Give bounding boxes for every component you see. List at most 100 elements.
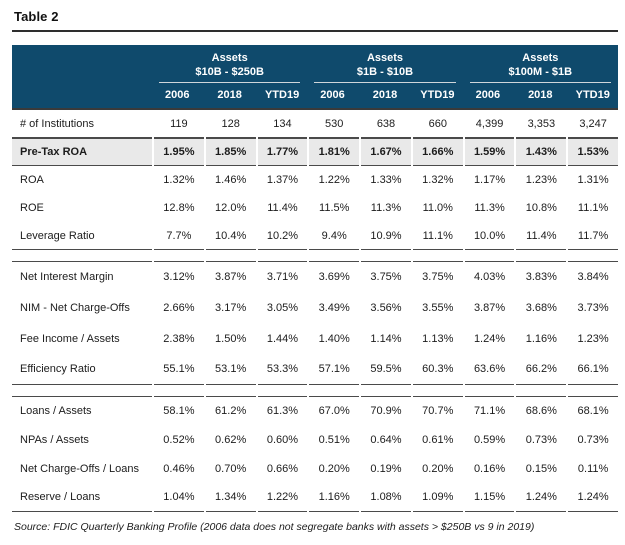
table-section-2: Net Interest Margin 3.12% 3.87% 3.71% 3.69% 3… — [12, 261, 618, 385]
table-row: Net Interest Margin 3.12% 3.87% 3.71% 3.69% 3… — [12, 261, 618, 292]
value-cell: 1.44% — [266, 332, 299, 345]
column-group-range: $100M - $1B — [508, 66, 573, 78]
value-cell: 11.1% — [577, 202, 609, 214]
value-cell: 11.0% — [422, 202, 453, 214]
value-cell: 0.59% — [473, 433, 506, 446]
value-cell: 61.2% — [205, 396, 256, 425]
value-cell: 3.87% — [473, 301, 506, 314]
value-cell: 7.7% — [154, 222, 204, 250]
value-cell: 3.69% — [309, 261, 360, 292]
column-group-3: Assets $100M - $1B 2006 2018 YTD19 — [463, 45, 618, 108]
value-cell: 11.3% — [474, 202, 505, 214]
year-headers: 2006 2018 YTD19 — [307, 83, 462, 101]
value-cell: 1.16% — [525, 332, 557, 345]
value-cell: 3.75% — [361, 261, 411, 292]
column-group-underline — [159, 82, 301, 83]
value-cell: 66.1% — [568, 354, 618, 385]
column-group-1: Assets $10B - $250B 2006 2018 YTD19 — [152, 45, 307, 108]
value-cell: 1.67% — [361, 138, 411, 166]
row-label: Leverage Ratio — [12, 222, 152, 250]
value-cell: 1.66% — [412, 138, 463, 166]
value-cell: 1.22% — [257, 483, 308, 512]
value-cell: 3.56% — [370, 301, 402, 314]
value-cell: 0.62% — [215, 433, 247, 446]
value-cell: 3.73% — [577, 301, 609, 314]
value-cell: 60.3% — [412, 354, 463, 385]
table-title: Table 2 — [14, 9, 59, 24]
value-cell: 1.32% — [422, 174, 454, 186]
value-cell: 0.51% — [318, 433, 350, 446]
value-cell: 58.1% — [154, 396, 204, 425]
value-cell: 0.15% — [525, 462, 557, 475]
value-cell: 63.6% — [464, 354, 515, 385]
table-row: ROE 12.8% 12.0% 11.4% 11.5% 11.3% 11.0% 11.3% 10… — [12, 194, 618, 222]
value-cell: 128 — [205, 110, 256, 138]
table-row: Net Charge-Offs / Loans 0.46% 0.70% 0.66% 0.… — [12, 454, 618, 483]
value-cell: 0.64% — [370, 433, 402, 446]
table-row: ROA 1.32% 1.46% 1.37% 1.22% 1.33% 1.32% 1.17% 1.… — [12, 166, 618, 194]
value-cell: 1.40% — [318, 332, 350, 345]
value-cell: 57.1% — [309, 354, 360, 385]
value-cell: 10.2% — [257, 222, 308, 250]
value-cell: 3.84% — [568, 261, 618, 292]
column-group-title: Assets — [211, 52, 248, 64]
value-cell: 0.19% — [370, 462, 402, 475]
table-body: # of Institutions 119 128 134 530 638 660 4,399… — [12, 110, 618, 512]
value-cell: 10.0% — [464, 222, 515, 250]
value-cell: 3.05% — [266, 301, 299, 314]
value-cell: 3,353 — [516, 110, 567, 138]
value-cell: 1.32% — [163, 174, 195, 186]
table-row: Pre-Tax ROA 1.95% 1.85% 1.77% 1.81% 1.67% 1.66… — [12, 138, 618, 166]
value-cell: 53.1% — [205, 354, 256, 385]
year-header: YTD19 — [420, 89, 455, 101]
value-cell: 638 — [361, 110, 411, 138]
value-cell: 0.11% — [577, 462, 609, 475]
value-cell: 0.20% — [318, 462, 350, 475]
value-cell: 0.73% — [577, 433, 609, 446]
value-cell: 53.3% — [257, 354, 308, 385]
table-row: NIM - Net Charge-Offs 2.66% 3.17% 3.05% 3.49… — [12, 292, 618, 323]
value-cell: 0.20% — [422, 462, 454, 475]
value-cell: 71.1% — [464, 396, 515, 425]
value-cell: 11.4% — [267, 202, 298, 214]
value-cell: 11.3% — [370, 202, 402, 214]
table-row: Fee Income / Assets 2.38% 1.50% 1.44% 1.40% 1… — [12, 323, 618, 354]
value-cell: 1.34% — [205, 483, 256, 512]
table-row: Loans / Assets 58.1% 61.2% 61.3% 67.0% 70.9% 7… — [12, 396, 618, 425]
value-cell: 1.16% — [309, 483, 360, 512]
value-cell: 1.22% — [318, 174, 350, 186]
value-cell: 10.9% — [361, 222, 411, 250]
value-cell: 1.95% — [154, 138, 204, 166]
value-cell: 1.13% — [422, 332, 454, 345]
value-cell: 70.9% — [361, 396, 411, 425]
year-header: YTD19 — [264, 89, 300, 101]
table-row: # of Institutions 119 128 134 530 638 660 4,399… — [12, 110, 618, 138]
value-cell: 1.14% — [370, 332, 402, 345]
value-cell: 1.81% — [309, 138, 360, 166]
row-label: # of Institutions — [12, 110, 152, 138]
value-cell: 0.46% — [163, 462, 195, 475]
value-cell: 1.08% — [361, 483, 411, 512]
value-cell: 10.8% — [525, 202, 557, 214]
value-cell: 0.73% — [525, 433, 557, 446]
value-cell: 0.66% — [266, 462, 299, 475]
row-label: Efficiency Ratio — [12, 354, 152, 385]
row-label: Pre-Tax ROA — [12, 138, 152, 166]
value-cell: 1.09% — [412, 483, 463, 512]
table-row: Reserve / Loans 1.04% 1.34% 1.22% 1.16% 1.08%… — [12, 483, 618, 512]
year-header: 2018 — [372, 89, 398, 101]
value-cell: 134 — [257, 110, 308, 138]
value-cell: 67.0% — [309, 396, 360, 425]
row-label: NPAs / Assets — [20, 433, 89, 446]
value-cell: 660 — [412, 110, 463, 138]
column-group-underline — [314, 82, 456, 83]
year-headers: 2006 2018 YTD19 — [463, 83, 618, 101]
value-cell: 11.7% — [568, 222, 618, 250]
value-cell: 70.7% — [412, 396, 463, 425]
value-cell: 3.17% — [215, 301, 247, 314]
table-header: Assets $10B - $250B 2006 2018 YTD19 Assets $1B… — [12, 45, 618, 110]
column-group-range: $1B - $10B — [356, 66, 414, 78]
value-cell: 12.8% — [163, 202, 195, 214]
value-cell: 3.49% — [318, 301, 350, 314]
value-cell: 11.1% — [412, 222, 463, 250]
